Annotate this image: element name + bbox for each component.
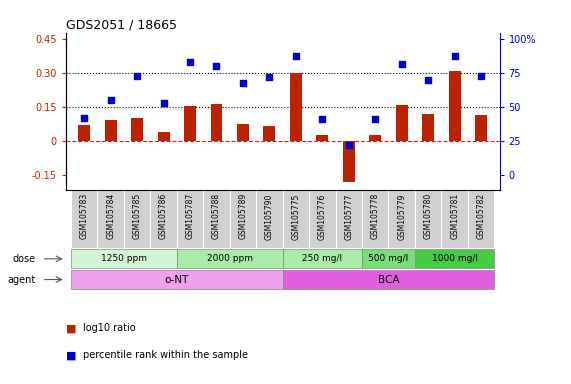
Text: GSM105777: GSM105777: [344, 193, 353, 240]
FancyBboxPatch shape: [415, 250, 494, 268]
Text: GSM105785: GSM105785: [132, 193, 142, 240]
FancyBboxPatch shape: [71, 250, 177, 268]
Point: [159, 100, 168, 106]
FancyBboxPatch shape: [177, 190, 203, 248]
Bar: [104, 121, 116, 141]
FancyBboxPatch shape: [336, 190, 362, 248]
Bar: [263, 126, 275, 141]
FancyBboxPatch shape: [203, 190, 230, 248]
Bar: [343, 141, 355, 182]
Bar: [475, 115, 487, 141]
Text: GSM105790: GSM105790: [265, 193, 274, 240]
Text: ■: ■: [66, 323, 76, 333]
FancyBboxPatch shape: [283, 250, 362, 268]
Text: GSM105789: GSM105789: [239, 193, 247, 240]
Point: [371, 116, 380, 122]
Point: [397, 61, 407, 67]
FancyBboxPatch shape: [415, 190, 441, 248]
Text: GSM105787: GSM105787: [186, 193, 195, 240]
FancyBboxPatch shape: [98, 190, 124, 248]
Point: [318, 116, 327, 122]
FancyBboxPatch shape: [177, 250, 283, 268]
Point: [79, 115, 89, 121]
FancyBboxPatch shape: [124, 190, 150, 248]
Text: GSM105783: GSM105783: [80, 193, 89, 240]
Bar: [396, 105, 408, 141]
Text: dose: dose: [12, 254, 35, 264]
FancyBboxPatch shape: [362, 190, 388, 248]
Bar: [449, 71, 461, 141]
FancyBboxPatch shape: [388, 190, 415, 248]
Text: log10 ratio: log10 ratio: [83, 323, 135, 333]
FancyBboxPatch shape: [309, 190, 336, 248]
Bar: [422, 114, 434, 141]
Text: o-NT: o-NT: [164, 275, 189, 285]
Text: 250 mg/l: 250 mg/l: [302, 254, 343, 263]
Bar: [290, 73, 302, 141]
Bar: [184, 106, 196, 141]
Text: GSM105775: GSM105775: [291, 193, 300, 240]
FancyBboxPatch shape: [283, 190, 309, 248]
Bar: [316, 135, 328, 141]
Point: [450, 53, 459, 59]
Text: 1000 mg/l: 1000 mg/l: [432, 254, 477, 263]
FancyBboxPatch shape: [71, 270, 283, 289]
Text: GSM105786: GSM105786: [159, 193, 168, 240]
Point: [132, 73, 142, 79]
Text: GSM105784: GSM105784: [106, 193, 115, 240]
Point: [477, 73, 486, 79]
Text: GSM105776: GSM105776: [318, 193, 327, 240]
Point: [424, 77, 433, 83]
Text: GSM105788: GSM105788: [212, 193, 221, 239]
FancyBboxPatch shape: [230, 190, 256, 248]
Point: [344, 142, 353, 148]
Text: 2000 ppm: 2000 ppm: [207, 254, 253, 263]
Point: [291, 53, 300, 59]
Bar: [131, 118, 143, 141]
Text: GSM105781: GSM105781: [450, 193, 459, 239]
Bar: [369, 135, 381, 141]
Text: BCA: BCA: [378, 275, 399, 285]
Point: [106, 97, 115, 103]
Bar: [158, 132, 170, 141]
Bar: [211, 104, 223, 141]
FancyBboxPatch shape: [441, 190, 468, 248]
Text: GSM105778: GSM105778: [371, 193, 380, 240]
FancyBboxPatch shape: [362, 250, 415, 268]
FancyBboxPatch shape: [150, 190, 177, 248]
Text: GDS2051 / 18665: GDS2051 / 18665: [66, 18, 176, 31]
Text: agent: agent: [7, 275, 35, 285]
FancyBboxPatch shape: [283, 270, 494, 289]
Text: percentile rank within the sample: percentile rank within the sample: [83, 350, 248, 360]
FancyBboxPatch shape: [468, 190, 494, 248]
Bar: [237, 124, 249, 141]
Text: 1250 ppm: 1250 ppm: [101, 254, 147, 263]
FancyBboxPatch shape: [256, 190, 283, 248]
Point: [212, 63, 221, 70]
Text: ■: ■: [66, 350, 76, 360]
Point: [265, 74, 274, 80]
Text: 500 mg/l: 500 mg/l: [368, 254, 409, 263]
Point: [186, 59, 195, 65]
Text: GSM105779: GSM105779: [397, 193, 406, 240]
Bar: [78, 125, 90, 141]
Point: [238, 79, 247, 86]
Text: GSM105782: GSM105782: [477, 193, 485, 239]
FancyBboxPatch shape: [71, 190, 98, 248]
Text: GSM105780: GSM105780: [424, 193, 433, 240]
